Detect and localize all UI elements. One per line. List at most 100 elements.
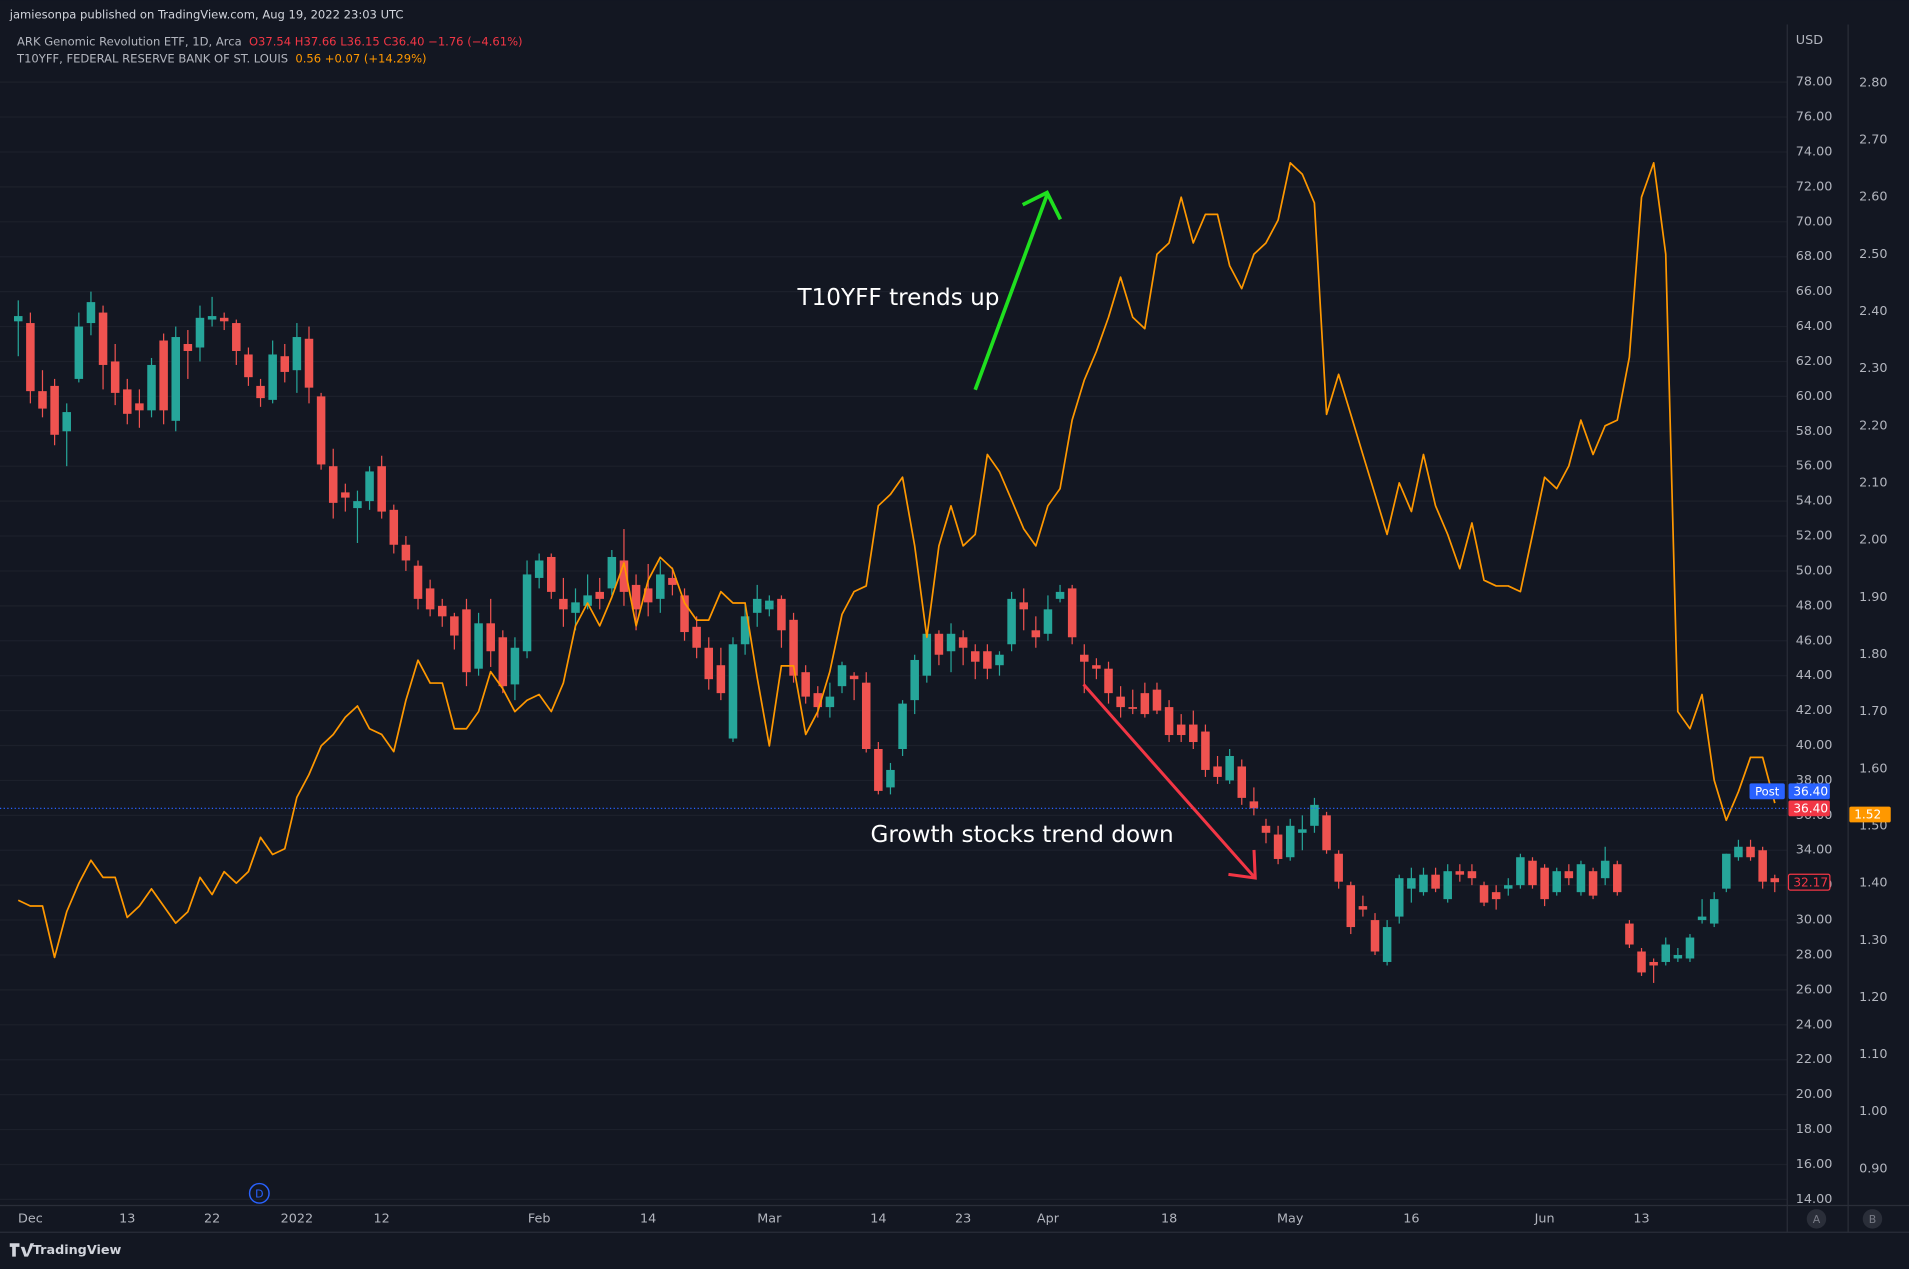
candle-body [1092, 665, 1101, 669]
candle-body [1298, 829, 1307, 833]
line-series [17, 161, 1776, 959]
candle-body [183, 344, 193, 351]
y2-tick-label: 0.90 [1859, 1161, 1887, 1176]
candle-body [910, 659, 919, 701]
candle-body [1370, 920, 1380, 952]
candle-body [62, 412, 71, 432]
x-tick-label: 22 [204, 1211, 220, 1226]
grid [0, 81, 1788, 1200]
candle-body [547, 556, 556, 592]
footer-brand: TradingView [33, 1243, 122, 1258]
legend-values: O37.54 H37.66 L36.15 C36.40 −1.76 (−4.61… [249, 34, 523, 48]
candle-body [1673, 954, 1683, 959]
candle-body [147, 364, 156, 411]
candle-body [14, 316, 23, 322]
x-tick-label: 16 [1403, 1211, 1419, 1226]
y-tick-label: 24.00 [1796, 1017, 1833, 1032]
candle-body [232, 323, 241, 351]
axis-button-label[interactable]: B [1869, 1213, 1877, 1226]
candle-body [934, 633, 944, 655]
candle-body [1649, 961, 1658, 966]
y2-tick-label: 1.00 [1859, 1104, 1887, 1119]
y2-tick-label: 2.50 [1859, 247, 1887, 262]
candle-body [1661, 944, 1671, 962]
y-tick-label: 74.00 [1796, 144, 1833, 159]
y2-tick-label: 2.30 [1859, 361, 1887, 376]
candle-body [1758, 850, 1767, 882]
price-tag [1788, 800, 1830, 817]
event-marker-label[interactable]: D [255, 1188, 263, 1201]
candle-body [668, 577, 677, 585]
candle-body [1152, 689, 1162, 711]
axis-button[interactable] [1806, 1209, 1827, 1229]
y2-tick-label: 2.80 [1859, 75, 1887, 90]
candle-body [316, 396, 326, 465]
publisher-header: jamiesonpa published on TradingView.com,… [9, 7, 404, 21]
candle-body [740, 616, 750, 645]
candle-body [1443, 871, 1452, 900]
candle-body [1249, 801, 1259, 809]
y-tick-label: 72.00 [1796, 179, 1833, 194]
candle-body [462, 609, 471, 673]
y2-tick-label: 2.10 [1859, 475, 1887, 490]
candle-body [728, 644, 738, 739]
price-tag-label: 1.52 [1854, 808, 1881, 822]
candle-body [849, 675, 859, 680]
x-tick-label: 14 [640, 1211, 656, 1226]
candle-body [171, 337, 181, 421]
candle-body [1467, 871, 1477, 879]
candle-body [486, 623, 495, 652]
event-marker[interactable] [248, 1182, 270, 1204]
candle-body [341, 492, 350, 498]
candle-body [353, 501, 362, 509]
candle-body [1237, 766, 1247, 798]
arrow-down [1082, 683, 1257, 880]
candle-body [207, 316, 217, 320]
candle-body [1055, 591, 1065, 599]
y-tick-label: 68.00 [1796, 249, 1833, 264]
legend-name: T10YFF, FEDERAL RESERVE BANK OF ST. LOUI… [16, 51, 288, 65]
axis-button[interactable] [1862, 1209, 1883, 1229]
candle-body [244, 354, 253, 378]
candle-body [861, 682, 871, 750]
x-tick-label: 12 [374, 1211, 390, 1226]
candle-body [304, 338, 314, 388]
candle-body [1625, 923, 1634, 945]
candle-body [1770, 878, 1780, 883]
candle-body [401, 544, 411, 561]
candle-body [1334, 853, 1343, 882]
candle-body [377, 466, 386, 512]
x-tick-label: 2022 [281, 1211, 313, 1226]
y2-tick-label: 1.10 [1859, 1047, 1887, 1062]
y-tick-label: 56.00 [1796, 459, 1833, 474]
y-tick-label: 34.00 [1796, 843, 1833, 858]
candle-body [219, 317, 229, 322]
axis-button-label[interactable]: A [1813, 1213, 1821, 1226]
x-tick-label: 13 [119, 1211, 135, 1226]
candle-body [1140, 693, 1150, 715]
x-tick-label: 23 [955, 1211, 971, 1226]
candle-body [837, 665, 847, 687]
candle-body [1504, 885, 1513, 889]
candle-body [813, 693, 823, 708]
candle-body [1540, 867, 1549, 900]
candle-body [86, 302, 96, 324]
candle-body [123, 389, 132, 414]
candle-body [280, 356, 290, 372]
y-tick-label: 20.00 [1796, 1087, 1833, 1102]
y-tick-label: 76.00 [1796, 110, 1833, 125]
y2-tick-label: 2.00 [1859, 533, 1887, 548]
y-tick-label: 44.00 [1796, 668, 1833, 683]
candle-body [110, 361, 120, 393]
candle-body [1613, 864, 1622, 893]
x-tick-label: Dec [18, 1211, 43, 1226]
candle-body [1225, 755, 1234, 781]
candle-body [898, 703, 907, 750]
candle-body [1576, 864, 1586, 893]
candle-body [716, 665, 726, 694]
y2-tick-label: 1.20 [1859, 990, 1887, 1005]
plot-area [0, 161, 1788, 983]
candle-body [995, 654, 1004, 666]
candle-body [1358, 906, 1368, 910]
